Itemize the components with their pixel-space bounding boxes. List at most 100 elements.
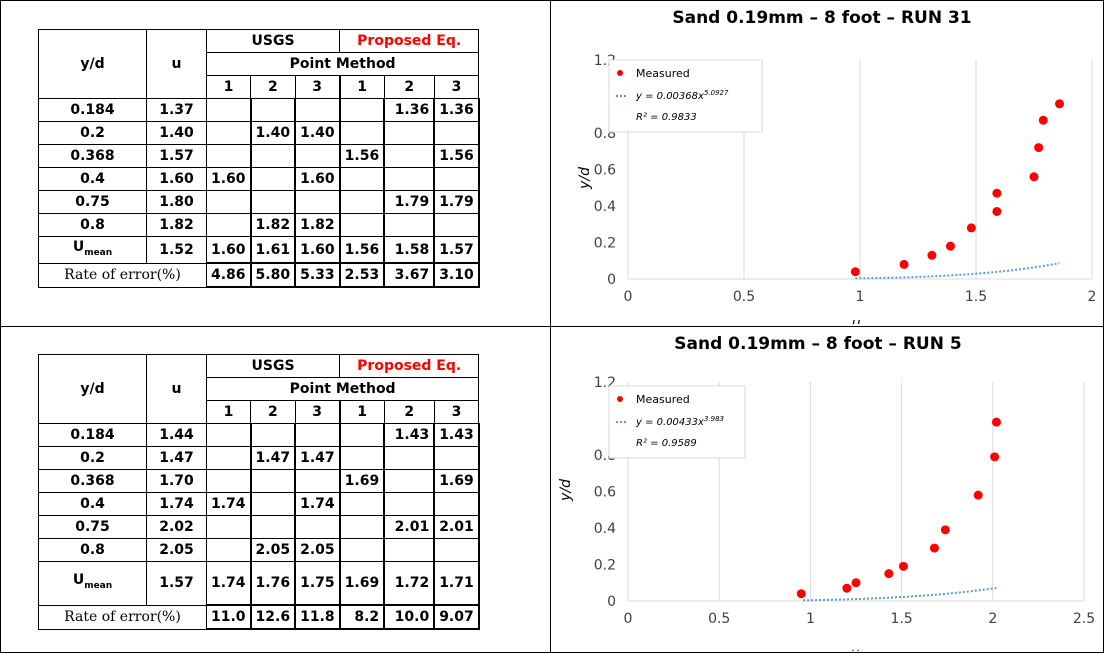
cell-value	[294, 469, 341, 493]
cell-u: 1.57	[146, 144, 207, 168]
measured-point	[929, 543, 939, 553]
cell-rate-value: 5.33	[294, 262, 341, 289]
cell-rate-value: 3.67	[383, 262, 436, 289]
cell-yd: 0.8	[38, 538, 147, 562]
table-row-rate: Rate of error(%) 4.86 5.80 5.33 2.53 3.67 3.10	[38, 262, 480, 289]
table-row: 0.8 1.82 1.82 1.82	[38, 213, 480, 237]
measured-point	[1055, 99, 1065, 109]
cell-value: 1.56	[339, 144, 386, 168]
cell-value	[383, 213, 436, 237]
header-yd: y/d	[38, 29, 147, 99]
cell-value	[383, 492, 436, 516]
cell-value	[205, 538, 252, 562]
cell-value: 1.79	[383, 190, 436, 214]
header-usgs: USGS	[205, 354, 341, 378]
x-tick-label: 2	[988, 611, 997, 627]
cell-yd: 0.184	[38, 98, 147, 122]
cell-umean-label: Umean	[38, 236, 147, 264]
table-row: 0.75 1.80 1.79 1.79	[38, 190, 480, 214]
header-point-proposed-2: 2	[383, 75, 435, 99]
measured-point	[1029, 172, 1039, 182]
table-row: 0.368 1.70 1.69 1.69	[38, 469, 480, 493]
y-tick-label: 0.6	[594, 485, 616, 501]
cell-u: 1.44	[146, 423, 207, 447]
measured-point	[991, 417, 1001, 427]
cell-yd: 0.368	[38, 144, 147, 168]
cell-u: 1.37	[146, 98, 207, 122]
cell-value	[250, 423, 297, 447]
table-row-rate: Rate of error(%) 11.0 12.6 11.8 8.2 10.0 9.07	[38, 604, 480, 630]
scatter-chart-run5: Sand 0.19mm – 8 foot – RUN 5 0 0.5 1 1.5 2 2.…	[558, 334, 1095, 651]
cell-value: 2.05	[250, 538, 297, 562]
cell-umean-value: 1.75	[294, 561, 341, 606]
cell-umean-label: Umean	[38, 561, 147, 606]
cell-value: 2.05	[294, 538, 341, 562]
table-row-umean: Umean 1.57 1.74 1.76 1.75 1.69 1.72 1.71	[38, 561, 480, 606]
cell-value	[250, 144, 297, 168]
cell-value: 1.56	[433, 144, 480, 168]
measured-point	[940, 525, 950, 535]
cell-value	[383, 167, 436, 191]
y-axis-label: y/d	[558, 479, 574, 502]
cell-value	[339, 515, 386, 539]
table-row: 0.2 1.47 1.47 1.47	[38, 446, 480, 470]
cell-yd: 0.2	[38, 446, 147, 470]
cell-rate-value: 10.0	[383, 604, 436, 630]
y-tick-label: 0.4	[594, 521, 616, 537]
cell-value	[383, 121, 436, 145]
cell-value	[339, 492, 386, 516]
cell-umean-value: 1.58	[383, 236, 436, 265]
cell-rate-value: 3.10	[433, 262, 480, 289]
cell-value: 1.43	[433, 423, 480, 447]
table-row-umean: Umean 1.52 1.60 1.61 1.60 1.56 1.58 1.57	[38, 236, 480, 265]
x-tick-label: 0	[624, 611, 633, 627]
cell-value: 1.47	[294, 446, 341, 470]
cell-value	[250, 167, 297, 191]
cell-value	[433, 446, 480, 470]
table-row: 0.368 1.57 1.56 1.56	[38, 144, 480, 168]
cell-value	[205, 213, 252, 237]
measured-point	[992, 206, 1002, 216]
measured-point	[898, 561, 908, 571]
cell-value: 1.40	[294, 121, 341, 145]
cell-yd: 0.184	[38, 423, 147, 447]
y-tick-label: 0.2	[594, 236, 616, 252]
cell-umean-u: 1.57	[146, 561, 207, 606]
cell-rate-label: Rate of error(%)	[38, 262, 207, 288]
x-axis-label: u	[852, 316, 861, 324]
cell-rate-value: 5.80	[250, 262, 297, 289]
legend-r2-label: R² = 0.9833	[636, 112, 697, 123]
cell-umean-value: 1.61	[250, 236, 297, 265]
cell-value: 1.69	[339, 469, 386, 493]
x-tick-label: 1	[856, 289, 865, 305]
umean-label-sub: mean	[84, 247, 113, 258]
cell-value	[205, 190, 252, 214]
cell-value	[250, 492, 297, 516]
measured-point	[990, 452, 1000, 462]
y-tick-label: 0.2	[594, 558, 616, 574]
cell-umean-value: 1.57	[433, 236, 480, 265]
table-row: 0.75 2.02 2.01 2.01	[38, 515, 480, 539]
cell-value	[383, 446, 436, 470]
cell-value: 1.43	[383, 423, 436, 447]
cell-value	[339, 121, 386, 145]
cell-u: 1.60	[146, 167, 207, 191]
cell-value	[339, 167, 386, 191]
header-point-usgs-3: 3	[294, 400, 341, 424]
cell-value	[433, 492, 480, 516]
header-point-proposed-3: 3	[433, 75, 480, 99]
cell-rate-value: 11.0	[205, 604, 252, 630]
table-row: 0.2 1.40 1.40 1.40	[38, 121, 480, 145]
legend-fit-label: y = 0.00368x5.0927	[635, 89, 729, 102]
horizontal-divider	[0, 326, 1104, 327]
power-fit-trendline	[855, 262, 1060, 280]
cell-value: 1.79	[433, 190, 480, 214]
cell-yd: 0.8	[38, 213, 147, 237]
table-row: 0.8 2.05 2.05 2.05	[38, 538, 480, 562]
y-tick-label: 0.4	[594, 199, 616, 215]
measured-point	[992, 188, 1002, 198]
header-point-method: Point Method	[205, 377, 480, 401]
cell-value	[433, 538, 480, 562]
cell-yd: 0.75	[38, 190, 147, 214]
cell-value	[294, 144, 341, 168]
